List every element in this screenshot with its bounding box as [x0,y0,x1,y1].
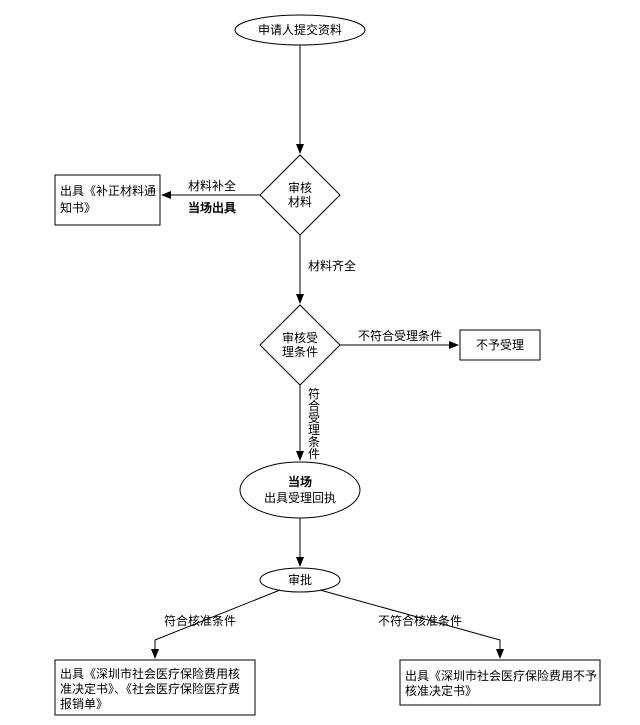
node-review-cond-l1: 审核受 [282,330,318,345]
node-out-right-l2: 核准决定书》 [405,683,477,698]
node-receipt [240,462,360,518]
node-start-label: 申请人提交资料 [258,22,342,37]
node-review-mat-l2: 材料 [288,195,312,209]
node-approval-label: 审批 [288,572,312,587]
node-supplement [55,175,160,225]
node-review-mat-l1: 审核 [288,180,312,195]
edge-e3-label: 材料齐全 [308,258,356,273]
node-out-left-l2: 准决定书》、《社会医疗保险医疗费 [60,681,240,696]
edge-e7-label: 符合核准条件 [164,613,236,628]
node-receipt-bold: 当场 [288,474,312,489]
node-supplement-l1: 出具《补正材料通 [60,184,156,198]
node-review-cond-l2: 理条件 [282,345,318,359]
node-out-left-l3: 报销单》 [60,696,108,711]
edge-e2-bold: 当场出具 [188,200,236,215]
node-out-right-l1: 出具《深圳市社会医疗保险费用不予 [405,668,597,683]
node-receipt-l2: 出具受理回执 [264,491,336,505]
edge-e2-label: 材料补全 [188,178,236,193]
edge-e8-label: 不符合核准条件 [378,613,462,628]
edge-e4-label: 不符合受理条件 [358,328,442,343]
node-supplement-l2: 知书》 [60,201,96,215]
node-no-accept-label: 不予受理 [476,338,524,352]
node-out-left-l1: 出具《深圳市社会医疗保险费用核 [60,666,240,681]
edge-e5-l6: 件 [308,447,320,461]
